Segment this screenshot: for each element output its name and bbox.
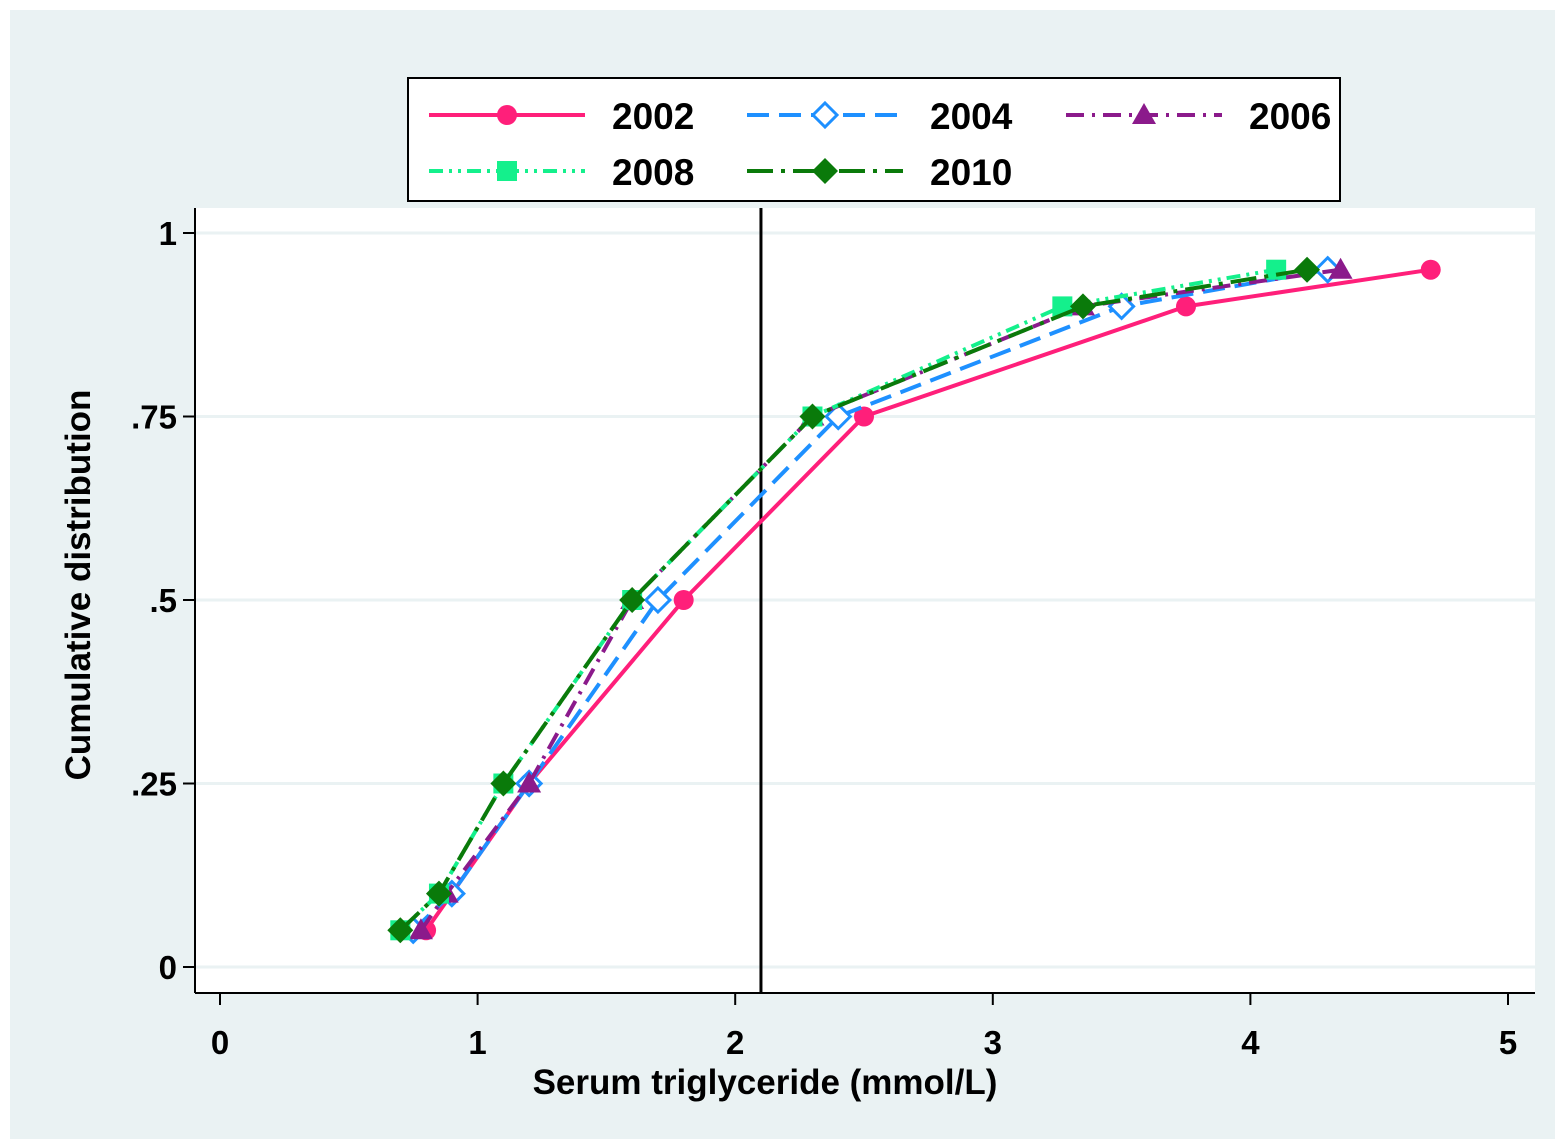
data-point <box>1069 293 1096 320</box>
y-tick-label: .25 <box>131 766 177 803</box>
legend-marker <box>497 105 517 125</box>
x-tick-label: 1 <box>468 1024 486 1061</box>
legend-marker <box>812 158 838 184</box>
legend: 2002 2004 2006 2008 2010 <box>407 77 1341 202</box>
legend-label: 2006 <box>1249 96 1332 137</box>
data-point <box>1328 257 1353 279</box>
legend-marker <box>497 161 517 181</box>
y-tick-label: 1 <box>159 215 177 252</box>
data-point <box>673 590 694 610</box>
data-point <box>854 406 874 427</box>
data-point <box>425 880 452 907</box>
legend-swatch-2008 <box>429 161 585 181</box>
x-tick-label: 2 <box>726 1024 744 1061</box>
y-tick-label: .5 <box>149 582 177 619</box>
data-point <box>799 403 826 430</box>
data-point <box>408 918 433 940</box>
x-axis-title: Serum triglyceride (mmol/L) <box>533 1063 998 1102</box>
legend-label: 2004 <box>930 96 1013 137</box>
legend-label: 2010 <box>930 152 1013 193</box>
x-tick-label: 3 <box>984 1024 1002 1061</box>
data-point <box>643 585 673 615</box>
x-tick-label: 0 <box>211 1024 229 1061</box>
legend-swatch-2002 <box>429 105 585 125</box>
data-point <box>387 917 414 944</box>
legend-label: 2002 <box>612 96 695 137</box>
chart-svg: 0 .25 .5 .75 1 0 1 2 3 4 5 Serum triglyceride (mmol… <box>59 208 1535 1102</box>
x-tick-label: 5 <box>1499 1024 1517 1061</box>
legend-swatch-2006 <box>1066 103 1222 124</box>
chart-background: 0 .25 .5 .75 1 0 1 2 3 4 5 Serum triglyceride (mmol… <box>10 10 1555 1139</box>
x-tick-label: 4 <box>1241 1024 1260 1061</box>
legend-marker <box>1132 103 1156 124</box>
data-point <box>619 587 646 613</box>
y-axis-title: Cumulative distribution <box>59 390 98 781</box>
data-point <box>1176 296 1196 317</box>
legend-marker <box>810 100 840 130</box>
legend-label: 2008 <box>612 152 695 193</box>
data-point <box>1266 259 1287 280</box>
data-point <box>490 770 517 797</box>
data-point <box>1420 259 1441 280</box>
data-point <box>1294 256 1321 283</box>
legend-swatch-2010 <box>747 158 903 184</box>
data-point <box>517 771 542 793</box>
y-tick-label: 0 <box>159 949 177 986</box>
y-tick-label: .75 <box>131 399 177 436</box>
legend-swatch-2004 <box>747 100 903 130</box>
series-2010 <box>387 256 1321 944</box>
